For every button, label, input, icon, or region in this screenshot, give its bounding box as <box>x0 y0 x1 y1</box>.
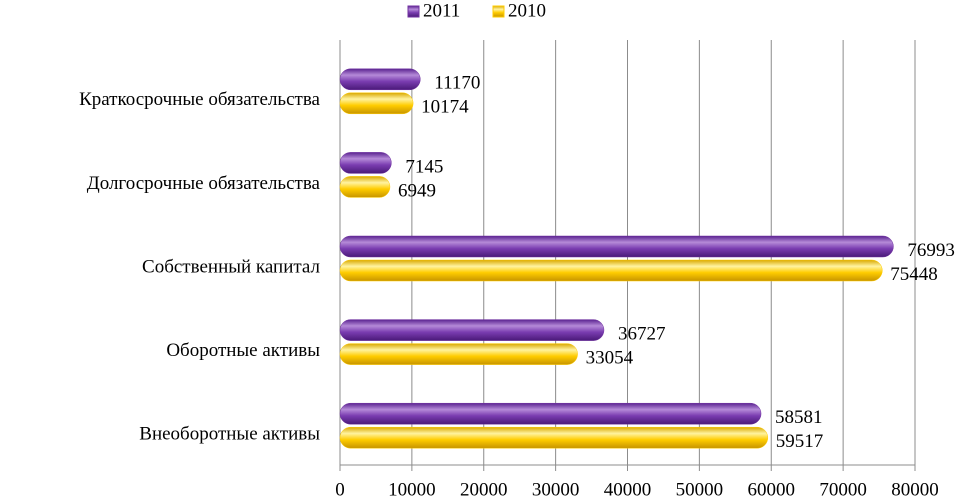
bar <box>339 319 605 341</box>
category-label: Долгосрочные обязательства <box>87 173 321 194</box>
data-label: 11170 <box>434 73 480 94</box>
x-tick-label: 40000 <box>604 479 652 500</box>
x-tick-label: 0 <box>335 479 345 500</box>
data-label: 36727 <box>618 323 666 344</box>
x-tick-label: 80000 <box>891 479 939 500</box>
data-label: 75448 <box>890 264 938 285</box>
category-label: Краткосрочные обязательства <box>79 89 320 110</box>
category-label: Оборотные активы <box>166 340 320 361</box>
bar <box>339 92 414 115</box>
x-tick-label: 30000 <box>532 479 580 500</box>
category-label: Внеоборотные активы <box>139 424 320 445</box>
x-tick-label: 70000 <box>819 479 867 500</box>
bar <box>339 259 883 282</box>
bar <box>339 343 578 365</box>
category-label: Собственный капитал <box>142 256 320 277</box>
bar <box>339 152 392 174</box>
bar <box>339 235 894 258</box>
bar <box>339 68 421 91</box>
x-tick-label: 20000 <box>460 479 508 500</box>
data-label: 33054 <box>586 347 634 368</box>
data-label: 58581 <box>775 407 823 428</box>
bar <box>339 426 769 449</box>
data-label: 59517 <box>776 431 824 452</box>
bar <box>339 176 391 198</box>
x-tick-label: 10000 <box>388 479 436 500</box>
x-tick-label: 50000 <box>676 479 724 500</box>
legend-marker <box>407 5 420 18</box>
bar <box>339 402 762 425</box>
data-label: 76993 <box>907 240 955 261</box>
x-tick-label: 60000 <box>748 479 796 500</box>
legend-label: 2010 <box>508 0 546 21</box>
legend-marker <box>492 5 505 18</box>
data-label: 6949 <box>398 180 436 201</box>
data-label: 7145 <box>405 156 443 177</box>
data-label: 10174 <box>421 97 469 118</box>
legend-label: 2011 <box>423 0 460 21</box>
